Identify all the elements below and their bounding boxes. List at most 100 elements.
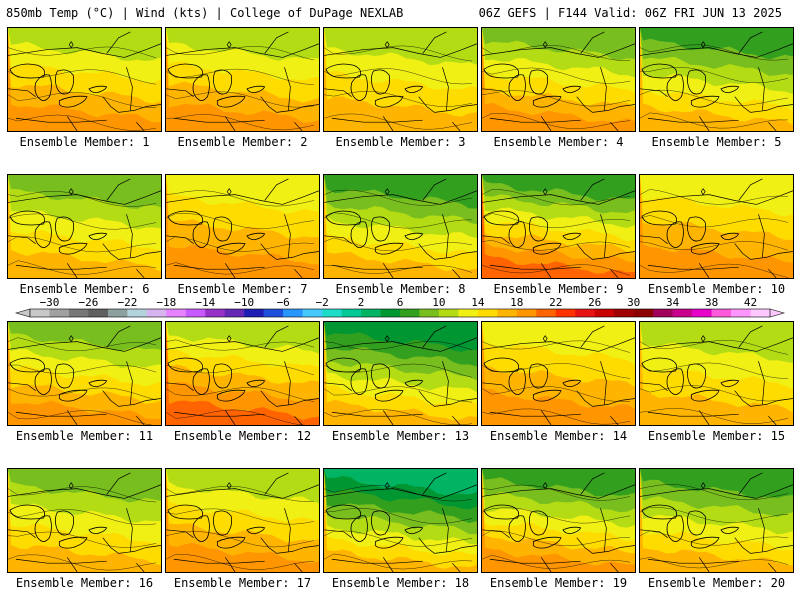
colorbar-tick-label: −2 [315, 296, 328, 309]
colorbar-tick-label: −22 [117, 296, 137, 309]
ensemble-member-label: Ensemble Member: 2 [177, 135, 308, 149]
colorbar-swatch [68, 309, 89, 317]
ensemble-member-map [323, 468, 478, 573]
temperature-field [482, 175, 635, 278]
colorbar-tick-label: 22 [549, 296, 562, 309]
ensemble-member-map [165, 321, 320, 426]
colorbar-swatch [224, 309, 245, 317]
ensemble-member-label: Ensemble Member: 6 [19, 282, 150, 296]
ensemble-member-label: Ensemble Member: 18 [331, 576, 470, 590]
temperature-field [324, 469, 477, 572]
temperature-field [324, 322, 477, 425]
colorbar-swatch [614, 309, 634, 317]
colorbar-swatch [146, 309, 167, 317]
colorbar-swatch [380, 309, 401, 317]
colorbar-swatch [88, 309, 109, 317]
ensemble-member-map [165, 27, 320, 132]
ensemble-member-label: Ensemble Member: 17 [173, 576, 312, 590]
colorbar-swatch [731, 309, 751, 317]
ensemble-member-label: Ensemble Member: 14 [489, 429, 628, 443]
colorbar-swatch [555, 309, 576, 317]
ensemble-member-map [639, 468, 794, 573]
temperature-field [324, 28, 477, 131]
colorbar-swatch [49, 309, 70, 317]
colorbar-swatch [419, 309, 440, 317]
temperature-field [166, 322, 319, 425]
map-title: 850mb Temp (°C) | Wind (kts) | College o… [6, 6, 404, 20]
colorbar-tick-label: 2 [358, 296, 365, 309]
colorbar-swatch [594, 309, 615, 317]
colorbar-tick-label: −6 [277, 296, 290, 309]
temperature-field [640, 322, 793, 425]
colorbar-tick-label: −18 [156, 296, 176, 309]
colorbar-swatch [30, 309, 50, 317]
colorbar-tick-label: 38 [705, 296, 718, 309]
ensemble-member-map [7, 321, 162, 426]
colorbar-swatch [107, 309, 128, 317]
colorbar-swatch [400, 309, 420, 317]
ensemble-member-map [165, 468, 320, 573]
colorbar-swatch [497, 309, 518, 317]
colorbar-tick-label: 34 [666, 296, 680, 309]
colorbar-swatch [302, 309, 323, 317]
ensemble-member-label: Ensemble Member: 3 [335, 135, 466, 149]
colorbar-tick-label: 42 [744, 296, 757, 309]
temperature-field [640, 175, 793, 278]
colorbar-swatch [711, 309, 732, 317]
ensemble-member-label: Ensemble Member: 15 [647, 429, 786, 443]
ensemble-member-map [323, 321, 478, 426]
temperature-field [482, 322, 635, 425]
ensemble-member-label: Ensemble Member: 20 [647, 576, 786, 590]
colorbar-tick-label: 18 [510, 296, 523, 309]
ensemble-member-map [481, 27, 636, 132]
ensemble-member-map [7, 174, 162, 279]
temperature-field [8, 469, 161, 572]
colorbar-tick-label: 14 [471, 296, 485, 309]
ensemble-member-label: Ensemble Member: 16 [15, 576, 154, 590]
ensemble-member-map [7, 468, 162, 573]
ensemble-member-label: Ensemble Member: 5 [651, 135, 782, 149]
ensemble-member-label: Ensemble Member: 8 [335, 282, 466, 296]
colorbar-swatch [185, 309, 206, 317]
colorbar-tick-label: 30 [627, 296, 640, 309]
colorbar-tick-label: 26 [588, 296, 601, 309]
ensemble-member-map [323, 174, 478, 279]
colorbar-tick-label: 10 [432, 296, 445, 309]
ensemble-member-label: Ensemble Member: 1 [19, 135, 150, 149]
ensemble-member-map [639, 321, 794, 426]
colorbar-tick-label: −26 [78, 296, 98, 309]
colorbar-swatch [672, 309, 693, 317]
ensemble-member-map [7, 27, 162, 132]
colorbar-tick-label: −30 [40, 296, 60, 309]
ensemble-member-label: Ensemble Member: 7 [177, 282, 308, 296]
colorbar-swatch [477, 309, 498, 317]
ensemble-member-map [639, 174, 794, 279]
temperature-field [640, 469, 793, 572]
colorbar-swatch [263, 309, 284, 317]
colorbar-tick-label: 6 [397, 296, 404, 309]
temperature-field [166, 28, 319, 131]
colorbar-swatch [205, 309, 226, 317]
colorbar-swatch [438, 309, 459, 317]
ensemble-member-label: Ensemble Member: 13 [331, 429, 470, 443]
colorbar-swatch [283, 309, 303, 317]
colorbar-swatch [653, 309, 673, 317]
temperature-field [482, 28, 635, 131]
ensemble-member-map [165, 174, 320, 279]
ensemble-member-map [639, 27, 794, 132]
temperature-field [8, 175, 161, 278]
ensemble-member-map [481, 468, 636, 573]
ensemble-member-map [323, 27, 478, 132]
colorbar-swatch [692, 309, 712, 317]
temperature-field [640, 28, 793, 131]
temperature-colorbar: −30 −26 −22 −18 −14 −10 −6 −2 2 6 10 14 18 22 26 30 34 38… [14, 296, 786, 318]
ensemble-member-map [481, 321, 636, 426]
colorbar-swatch [341, 309, 362, 317]
temperature-field [8, 28, 161, 131]
ensemble-member-label: Ensemble Member: 11 [15, 429, 154, 443]
ensemble-member-label: Ensemble Member: 12 [173, 429, 312, 443]
colorbar-swatch [361, 309, 381, 317]
temperature-field [324, 175, 477, 278]
temperature-field [482, 469, 635, 572]
colorbar-swatch [633, 309, 654, 317]
